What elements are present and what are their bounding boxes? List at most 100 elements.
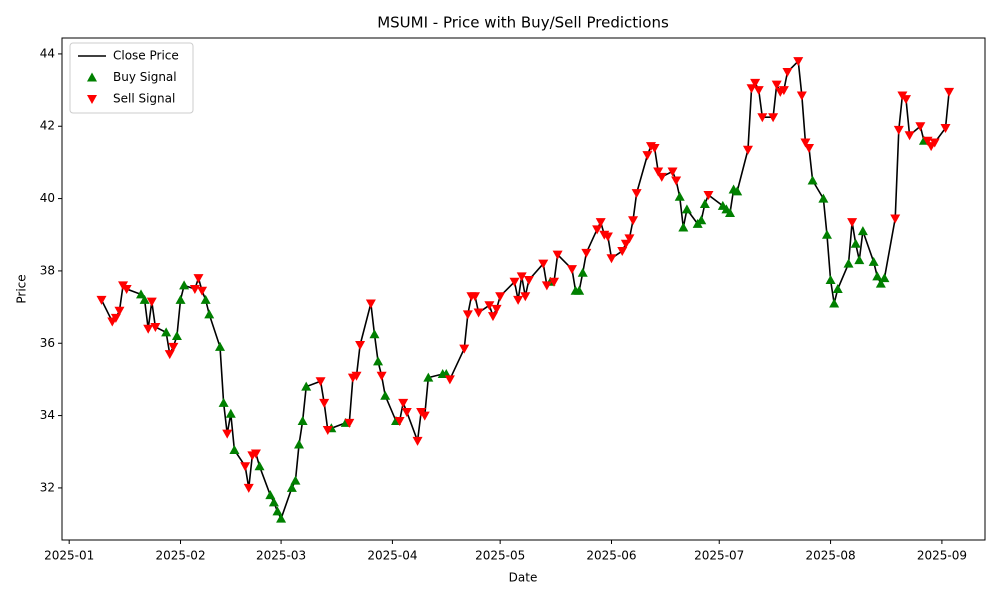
signal-marker xyxy=(825,274,836,284)
signal-marker xyxy=(240,462,251,472)
signal-marker xyxy=(656,172,667,182)
signal-marker xyxy=(671,176,682,186)
plot-frame xyxy=(61,37,986,541)
signal-marker xyxy=(484,301,495,311)
signal-marker xyxy=(229,444,240,454)
signal-marker xyxy=(742,145,753,155)
legend-label: Sell Signal xyxy=(113,92,175,106)
signal-marker xyxy=(215,341,226,351)
signal-marker xyxy=(276,513,287,523)
signal-marker xyxy=(732,186,743,196)
chart-title: MSUMI - Price with Buy/Sell Predictions xyxy=(377,14,669,32)
signal-marker xyxy=(168,342,179,352)
signal-marker xyxy=(143,324,154,334)
signal-marker xyxy=(606,254,617,264)
signal-marker xyxy=(821,229,832,239)
signal-marker xyxy=(513,295,524,305)
x-tick-label: 2025-09 xyxy=(917,549,967,563)
y-tick-label: 34 xyxy=(40,408,55,422)
signal-marker xyxy=(369,329,380,339)
signal-marker xyxy=(778,86,789,96)
signal-marker xyxy=(150,322,161,332)
signal-marker xyxy=(272,506,283,516)
signal-marker xyxy=(552,250,563,260)
signal-marker xyxy=(893,125,904,135)
signal-marker xyxy=(114,306,125,316)
signal-marker xyxy=(110,313,121,323)
signal-marker xyxy=(847,218,858,228)
signal-marker xyxy=(854,255,865,265)
signal-marker xyxy=(577,267,588,277)
signal-marker xyxy=(793,57,804,67)
signal-marker xyxy=(915,122,926,132)
y-tick-label: 32 xyxy=(40,480,55,494)
signal-marker xyxy=(516,272,527,282)
signal-marker xyxy=(602,232,613,242)
signal-marker xyxy=(929,138,940,148)
signal-marker xyxy=(319,398,330,408)
signal-marker xyxy=(768,113,779,123)
signal-marker xyxy=(857,226,868,236)
signal-marker xyxy=(136,289,147,299)
signal-marker xyxy=(538,259,549,269)
signal-marker xyxy=(380,390,391,400)
signal-marker xyxy=(462,310,473,320)
signal-marker xyxy=(491,304,502,314)
signal-marker xyxy=(225,408,236,418)
signal-marker xyxy=(322,426,333,436)
signal-marker xyxy=(179,280,190,290)
signal-marker xyxy=(850,238,861,248)
signal-marker xyxy=(703,190,714,200)
signal-marker xyxy=(868,256,879,266)
signal-marker xyxy=(649,143,660,153)
signal-marker xyxy=(541,281,552,291)
signal-marker xyxy=(373,356,384,366)
signal-marker xyxy=(674,191,685,201)
signal-marker xyxy=(351,371,362,381)
signal-marker xyxy=(509,277,520,287)
signal-marker xyxy=(171,331,182,341)
signal-marker xyxy=(254,461,265,471)
signal-marker xyxy=(401,407,412,417)
signal-marker xyxy=(197,286,208,296)
signal-marker xyxy=(161,327,172,337)
signal-marker xyxy=(365,299,376,309)
signal-marker xyxy=(843,258,854,268)
signal-marker xyxy=(750,78,761,88)
signal-marker xyxy=(164,350,175,360)
x-axis-label: Date xyxy=(509,571,538,585)
signal-marker xyxy=(904,131,915,141)
signal-marker xyxy=(96,295,107,305)
signal-marker xyxy=(725,208,736,218)
y-tick-label: 40 xyxy=(40,191,55,205)
signal-marker xyxy=(200,294,211,304)
signal-marker xyxy=(419,411,430,421)
signal-marker xyxy=(829,298,840,308)
y-tick-label: 36 xyxy=(40,336,55,350)
signal-marker xyxy=(807,175,818,185)
signal-marker xyxy=(301,381,312,391)
signal-marker xyxy=(376,371,387,381)
signal-marker xyxy=(218,397,229,407)
signal-marker xyxy=(470,292,481,302)
x-tick-label: 2025-04 xyxy=(367,549,417,563)
signal-marker xyxy=(617,247,628,257)
signal-marker xyxy=(487,312,498,322)
signal-marker xyxy=(523,275,534,285)
signal-marker xyxy=(620,239,631,249)
signal-marker xyxy=(394,417,405,427)
signal-marker xyxy=(581,248,592,258)
signal-marker xyxy=(804,143,815,153)
legend-label: Close Price xyxy=(113,49,179,63)
y-axis-label: Price xyxy=(15,274,29,303)
signal-marker xyxy=(268,497,279,507)
signal-marker xyxy=(696,215,707,225)
signal-marker xyxy=(412,436,423,446)
signal-marker xyxy=(753,86,764,96)
signal-marker xyxy=(818,193,829,203)
signal-marker xyxy=(290,475,301,485)
legend-box xyxy=(69,42,194,114)
signal-marker xyxy=(286,482,297,492)
